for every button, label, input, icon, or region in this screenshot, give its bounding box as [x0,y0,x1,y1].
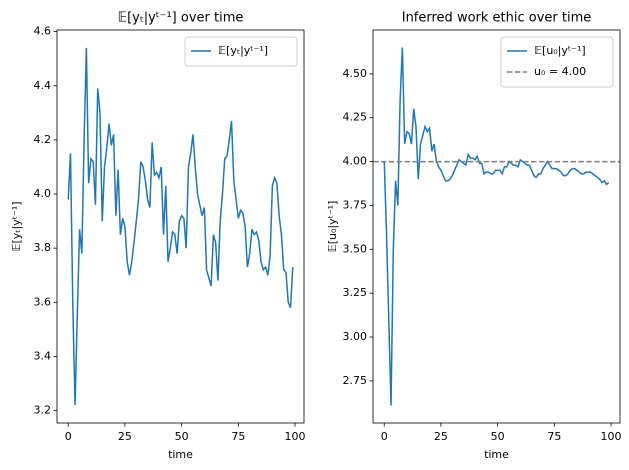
legend-box [500,36,614,88]
y-tick-label: 3.2 [34,404,52,417]
y-tick-label: 4.50 [343,67,368,80]
y-tick-label: 4.25 [343,111,368,124]
legend: 𝔼[yₜ|yᵗ⁻¹] [184,36,298,67]
x-tick-label: 50 [491,430,505,443]
axes-frame [56,29,305,424]
y-tick-label: 3.00 [343,330,368,343]
y-axis-label: 𝔼[yₜ|yᵗ⁻¹] [10,201,23,251]
x-tick-label: 0 [381,430,388,443]
y-tick-label: 3.50 [343,242,368,255]
y-tick-label: 4.0 [34,187,52,200]
y-tick-label: 4.00 [343,155,368,168]
x-tick-label: 75 [547,430,561,443]
y-axis-label: 𝔼[u₀|yᵗ⁻¹] [326,201,339,253]
y-tick-label: 4.6 [34,25,52,38]
subplot: 𝔼[yₜ|yᵗ⁻¹] over time time 𝔼[yₜ|yᵗ⁻¹] 0 25 50 7… [10,11,306,462]
x-tick-label: 75 [231,430,245,443]
legend-box [184,36,298,67]
y-tick-label: 3.6 [34,295,52,308]
x-axis-label: time [168,448,193,461]
x-tick-label: 25 [434,430,448,443]
legend: 𝔼[u₀|yᵗ⁻¹] u₀ = 4.00 [500,36,614,88]
subplot: Inferred work ethic over time time 𝔼[u₀|yᵗ… [326,11,622,462]
legend-label: 𝔼[u₀|yᵗ⁻¹] [534,44,586,57]
subplot-title: 𝔼[yₜ|yᵗ⁻¹] over time [118,11,244,26]
y-tick-label: 3.75 [343,198,368,211]
y-tick-label: 4.2 [34,133,52,146]
data-line [67,47,294,406]
subplot-title: Inferred work ethic over time [402,11,592,26]
data-line [383,47,610,406]
axes-frame [372,29,621,424]
y-tick-label: 3.8 [34,241,52,254]
y-tick-label: 4.4 [34,79,52,92]
legend-label: u₀ = 4.00 [534,65,586,78]
x-tick-label: 50 [175,430,189,443]
y-tick-label: 3.4 [34,349,52,362]
x-tick-label: 100 [285,430,306,443]
x-tick-label: 0 [65,430,72,443]
x-axis-label: time [484,448,509,461]
x-tick-label: 100 [601,430,622,443]
y-tick-label: 3.25 [343,286,368,299]
x-tick-label: 25 [118,430,132,443]
y-tick-label: 2.75 [343,374,368,387]
legend-label: 𝔼[yₜ|yᵗ⁻¹] [218,44,268,57]
